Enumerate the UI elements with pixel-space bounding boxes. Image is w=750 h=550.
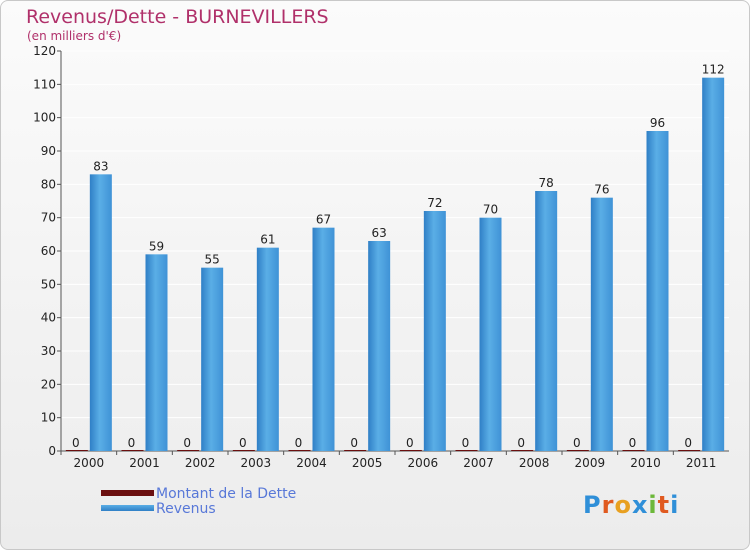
debt-bar — [511, 450, 534, 451]
debt-value-label: 0 — [295, 436, 303, 450]
legend-swatch-revenue — [101, 505, 154, 511]
x-tick-label: 2001 — [129, 456, 160, 470]
debt-value-label: 0 — [350, 436, 358, 450]
y-tick-label: 100 — [33, 111, 56, 125]
x-tick-label: 2008 — [519, 456, 550, 470]
revenue-bar — [702, 77, 725, 452]
revenue-bar — [423, 211, 446, 451]
y-tick-label: 60 — [41, 244, 56, 258]
debt-value-label: 0 — [462, 436, 470, 450]
debt-bar — [455, 450, 478, 451]
y-tick-label: 120 — [33, 44, 56, 58]
debt-value-label: 0 — [684, 436, 692, 450]
x-tick-label: 2003 — [241, 456, 272, 470]
revenue-value-label: 59 — [149, 239, 164, 253]
revenue-value-label: 83 — [93, 159, 108, 173]
debt-bar — [177, 450, 200, 451]
bar-layer — [65, 77, 725, 452]
y-tick-label: 50 — [41, 277, 56, 291]
debt-value-label: 0 — [72, 436, 80, 450]
revenue-value-label: 96 — [650, 116, 665, 130]
label-layer: 0 10 20 30 40 50 60 70 80 90 100 110 120 2000 0 83 2001 0… — [33, 44, 725, 470]
debt-bar — [288, 450, 311, 451]
revenue-bar — [89, 174, 112, 452]
x-tick-label: 2005 — [352, 456, 383, 470]
debt-value-label: 0 — [573, 436, 581, 450]
debt-bar — [566, 450, 589, 451]
debt-value-label: 0 — [406, 436, 414, 450]
x-tick-label: 2006 — [408, 456, 439, 470]
debt-value-label: 0 — [517, 436, 525, 450]
x-tick-label: 2011 — [686, 456, 717, 470]
x-tick-label: 2007 — [463, 456, 494, 470]
y-tick-label: 30 — [41, 344, 56, 358]
debt-bar — [344, 450, 367, 451]
chart-title: Revenus/Dette - BURNEVILLERS — [26, 6, 329, 28]
debt-value-label: 0 — [128, 436, 136, 450]
debt-bar — [399, 450, 422, 451]
revenue-bar — [535, 191, 558, 451]
revenue-bar — [646, 131, 669, 451]
revenue-value-label: 72 — [427, 196, 442, 210]
y-tick-label: 80 — [41, 177, 56, 191]
chart-subtitle: (en milliers d'€) — [27, 29, 122, 43]
y-tick-label: 70 — [41, 211, 56, 225]
debt-bar — [65, 450, 88, 451]
revenue-value-label: 70 — [483, 203, 498, 217]
debt-value-label: 0 — [183, 436, 191, 450]
x-tick-label: 2004 — [296, 456, 327, 470]
revenue-bar — [256, 247, 279, 451]
y-tick-label: 40 — [41, 311, 56, 325]
revenue-bar — [479, 217, 502, 451]
revenue-bar — [368, 241, 391, 451]
x-tick-label: 2010 — [630, 456, 661, 470]
revenue-value-label: 55 — [205, 253, 220, 267]
legend-label-debt: Montant de la Dette — [156, 486, 297, 502]
revenue-value-label: 78 — [539, 176, 554, 190]
revenue-bar — [590, 197, 613, 451]
x-tick-label: 2000 — [74, 456, 105, 470]
debt-bar — [232, 450, 255, 451]
revenue-value-label: 67 — [316, 213, 331, 227]
legend-label-revenue: Revenus — [156, 501, 216, 517]
grid-layer — [57, 50, 729, 455]
proxiti-logo: Proxiti — [583, 491, 680, 519]
y-tick-label: 110 — [33, 77, 56, 91]
y-tick-label: 20 — [41, 377, 56, 391]
debt-bar — [678, 450, 701, 451]
revenue-value-label: 61 — [260, 233, 275, 247]
x-tick-label: 2009 — [575, 456, 606, 470]
legend-swatch-debt — [101, 490, 154, 496]
revenue-bar — [201, 267, 224, 451]
debt-value-label: 0 — [629, 436, 637, 450]
revenue-value-label: 63 — [372, 226, 387, 240]
y-tick-label: 10 — [41, 411, 56, 425]
y-tick-label: 90 — [41, 144, 56, 158]
revenue-value-label: 76 — [594, 183, 609, 197]
debt-bar — [622, 450, 645, 451]
debt-value-label: 0 — [239, 436, 247, 450]
x-tick-label: 2002 — [185, 456, 216, 470]
y-tick-label: 0 — [48, 444, 56, 458]
revenue-bar — [145, 254, 168, 451]
revenue-bar — [312, 227, 335, 451]
debt-bar — [121, 450, 144, 451]
revenue-value-label: 112 — [702, 63, 725, 77]
